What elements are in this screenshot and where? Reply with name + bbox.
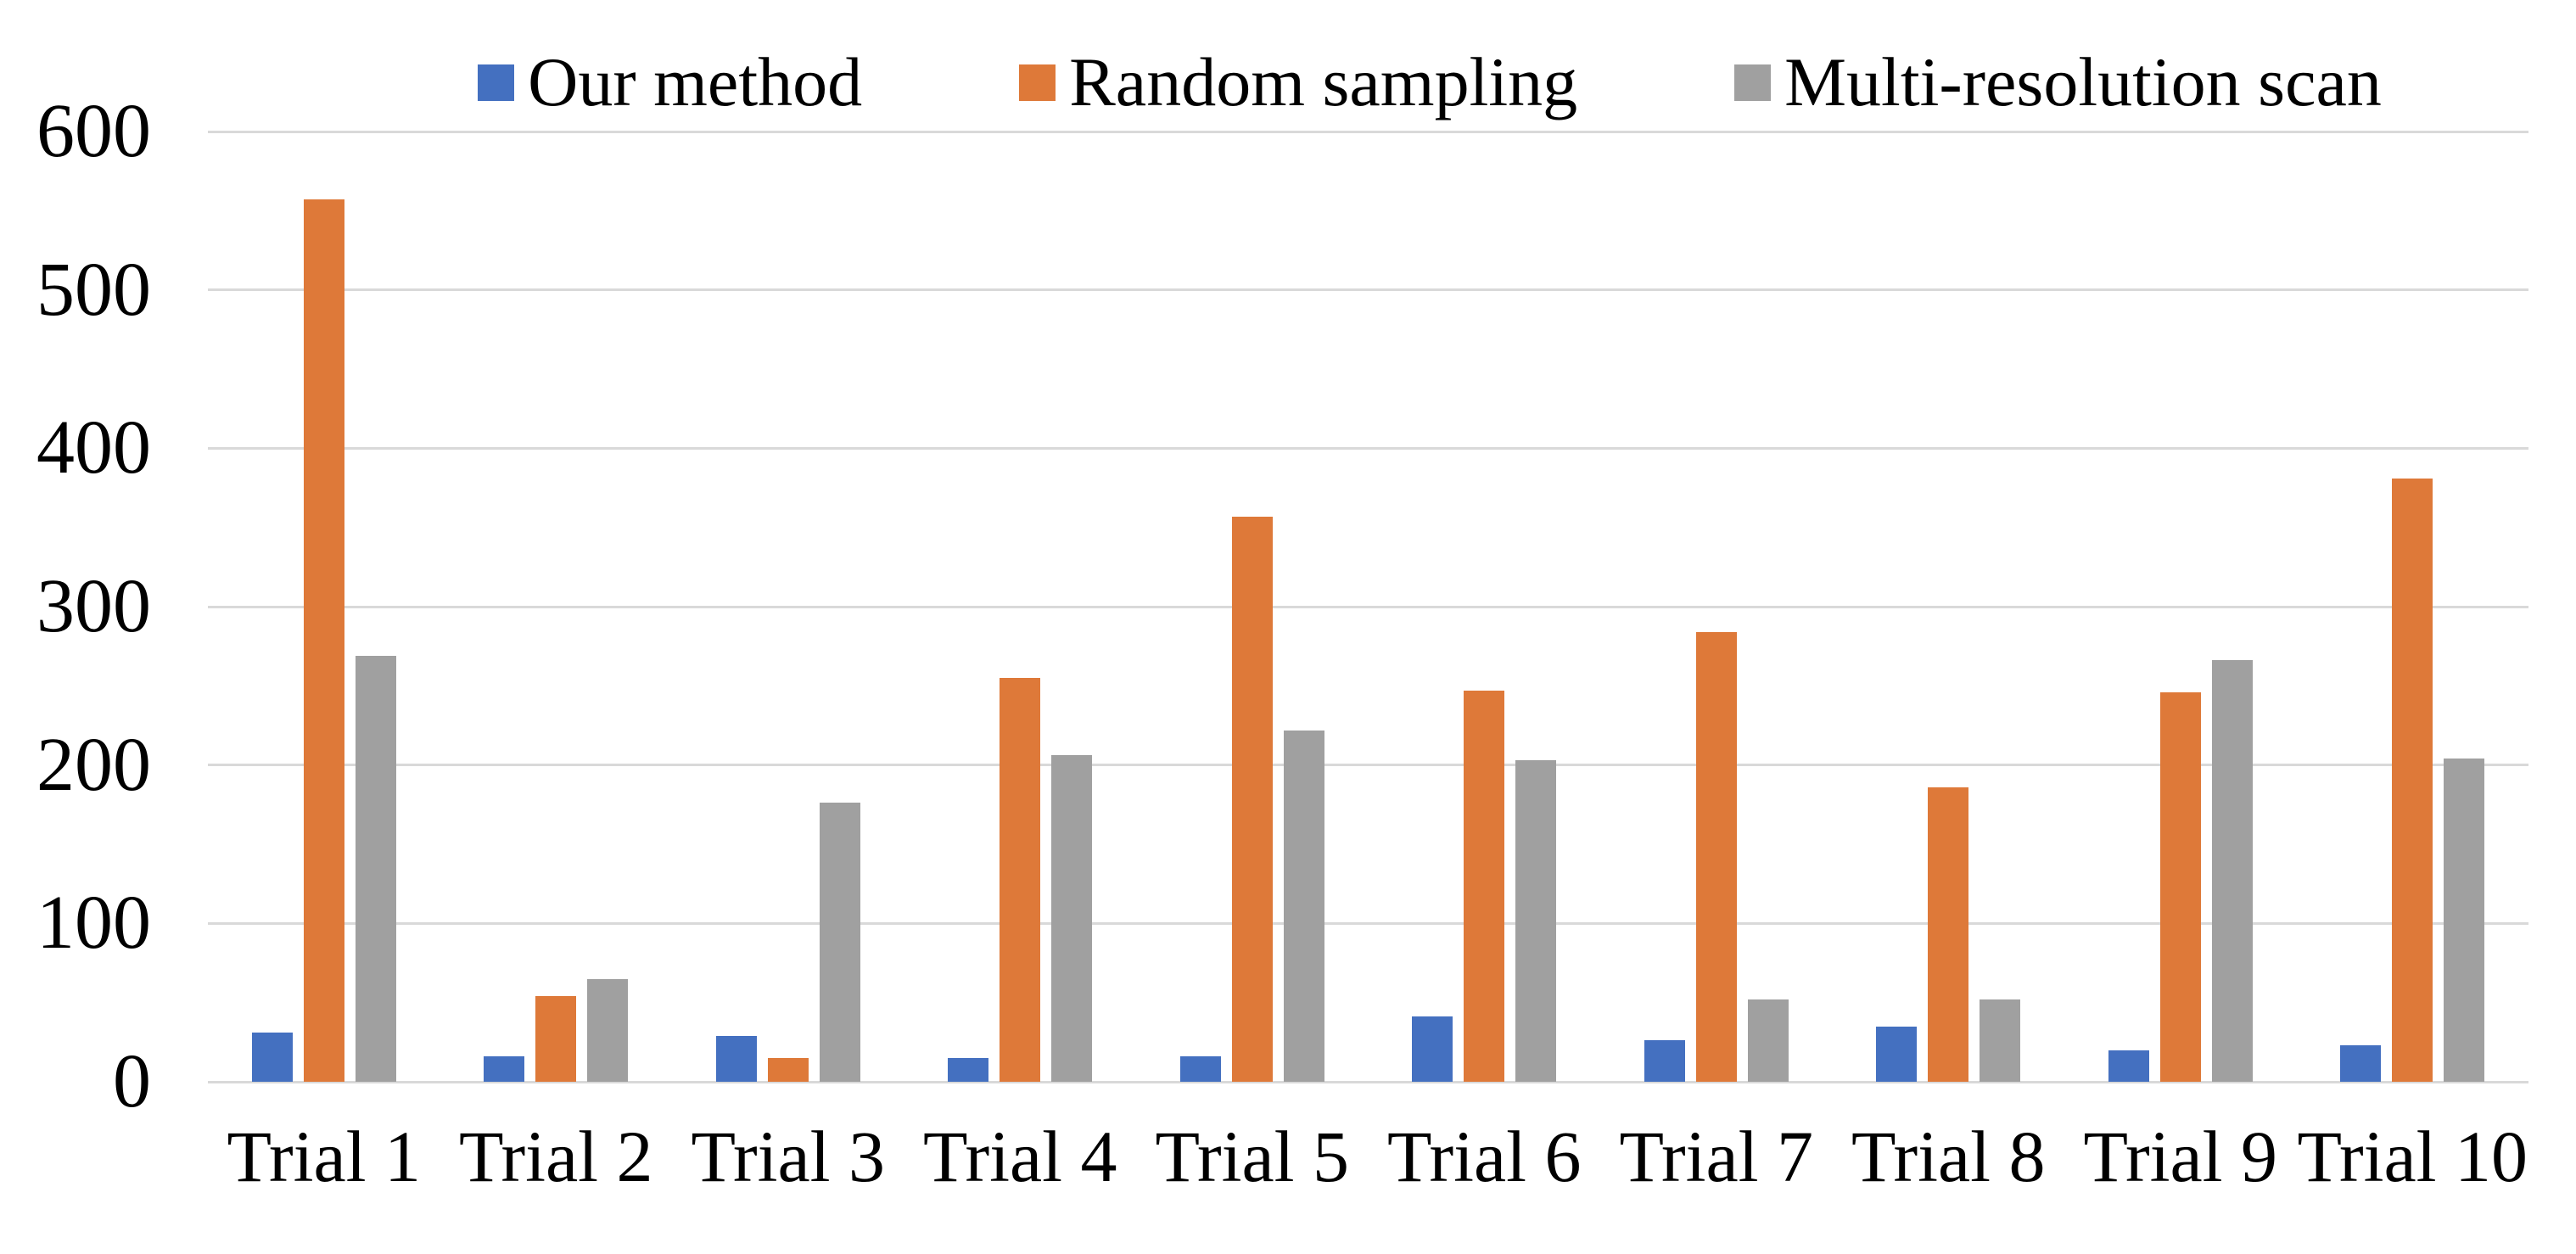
gridline-300: [208, 605, 2528, 608]
bar-random-sampling-trial-5: [1231, 516, 1273, 1082]
bar-our-method-trial-2: [484, 1056, 525, 1082]
bar-random-sampling-trial-3: [767, 1058, 809, 1082]
x-tick-label-trial-3: Trial 3: [691, 1116, 886, 1197]
bar-our-method-trial-1: [251, 1033, 293, 1082]
bar-our-method-trial-10: [2340, 1045, 2382, 1082]
bar-random-sampling-trial-1: [303, 199, 344, 1082]
plot-area: [208, 130, 2529, 1083]
bar-multi-resolution-scan-trial-4: [1051, 755, 1093, 1082]
bar-random-sampling-trial-6: [1464, 690, 1505, 1082]
bar-group-trial-7: [1600, 132, 1833, 1082]
x-tick-label-trial-7: Trial 7: [1619, 1116, 1814, 1197]
gridline-100: [208, 921, 2528, 925]
bar-multi-resolution-scan-trial-1: [355, 655, 396, 1082]
bar-multi-resolution-scan-trial-3: [819, 803, 860, 1082]
x-tick-label-trial-4: Trial 4: [922, 1116, 1117, 1197]
gridline-400: [208, 446, 2528, 450]
bar-our-method-trial-8: [1876, 1026, 1918, 1082]
x-tick-label-trial-2: Trial 2: [458, 1116, 653, 1197]
bar-group-trial-6: [1369, 132, 1601, 1082]
bar-random-sampling-trial-9: [2159, 691, 2201, 1082]
x-tick-label-trial-10: Trial 10: [2297, 1116, 2528, 1197]
bar-random-sampling-trial-7: [1695, 631, 1737, 1082]
gridline-0: [208, 1080, 2528, 1083]
y-tick-label-400: 400: [36, 406, 151, 490]
bar-group-trial-4: [904, 132, 1137, 1082]
bar-multi-resolution-scan-trial-6: [1515, 760, 1557, 1082]
bar-our-method-trial-7: [1644, 1040, 1685, 1082]
gridline-500: [208, 288, 2528, 292]
x-tick-label-trial-6: Trial 6: [1386, 1116, 1582, 1197]
bar-multi-resolution-scan-trial-7: [1747, 999, 1789, 1082]
bar-our-method-trial-5: [1179, 1056, 1221, 1082]
gridline-200: [208, 764, 2528, 767]
bar-our-method-trial-3: [715, 1035, 757, 1082]
bar-random-sampling-trial-10: [2392, 478, 2433, 1082]
bar-group-trial-3: [672, 132, 904, 1082]
legend-item-our-method: Our method: [478, 42, 862, 122]
bar-group-trial-8: [1833, 132, 2065, 1082]
bar-multi-resolution-scan-trial-9: [2211, 660, 2253, 1082]
legend-label-multi-resolution-scan: Multi-resolution scan: [1784, 43, 2382, 120]
bar-group-trial-5: [1136, 132, 1369, 1082]
gridline-600: [208, 130, 2528, 133]
y-tick-label-600: 600: [36, 89, 151, 173]
bar-multi-resolution-scan-trial-8: [1980, 999, 2021, 1082]
y-tick-label-200: 200: [36, 722, 151, 807]
bar-our-method-trial-9: [2108, 1050, 2149, 1082]
bar-random-sampling-trial-8: [1928, 787, 1969, 1082]
bar-multi-resolution-scan-trial-5: [1283, 730, 1324, 1082]
legend-label-our-method: Our method: [528, 43, 863, 120]
bar-random-sampling-trial-2: [535, 996, 577, 1082]
legend-label-random-sampling: Random sampling: [1069, 43, 1578, 120]
legend-item-multi-resolution-scan: Multi-resolution scan: [1734, 42, 2382, 122]
x-tick-label-trial-5: Trial 5: [1155, 1116, 1350, 1197]
x-tick-label-trial-8: Trial 8: [1851, 1116, 2046, 1197]
x-axis: Trial 1 Trial 2 Trial 3 Trial 4 Trial 5 Trial…: [208, 1117, 2528, 1227]
bar-random-sampling-trial-4: [1000, 678, 1041, 1082]
bar-group-trial-1: [208, 132, 440, 1082]
y-tick-label-100: 100: [36, 881, 151, 966]
x-tick-label-trial-1: Trial 1: [227, 1116, 422, 1197]
legend-swatch-our-method: [478, 64, 515, 101]
bar-multi-resolution-scan-trial-10: [2444, 759, 2485, 1082]
bar-our-method-trial-4: [948, 1058, 989, 1082]
bar-group-trial-9: [2064, 132, 2297, 1082]
bar-multi-resolution-scan-trial-2: [587, 978, 629, 1082]
bar-group-trial-2: [440, 132, 673, 1082]
y-tick-label-300: 300: [36, 564, 151, 648]
legend-item-random-sampling: Random sampling: [1019, 42, 1577, 122]
x-tick-label-trial-9: Trial 9: [2083, 1116, 2278, 1197]
bar-group-trial-10: [2297, 132, 2529, 1082]
y-axis: 0 100 200 300 400 500 600: [0, 93, 151, 1120]
legend-swatch-multi-resolution-scan: [1734, 64, 1772, 101]
chart-legend: Our method Random sampling Multi-resolut…: [142, 42, 2576, 122]
bar-our-method-trial-6: [1412, 1016, 1453, 1082]
legend-swatch-random-sampling: [1019, 64, 1056, 101]
y-tick-label-500: 500: [36, 247, 151, 332]
y-tick-label-0: 0: [113, 1039, 151, 1123]
